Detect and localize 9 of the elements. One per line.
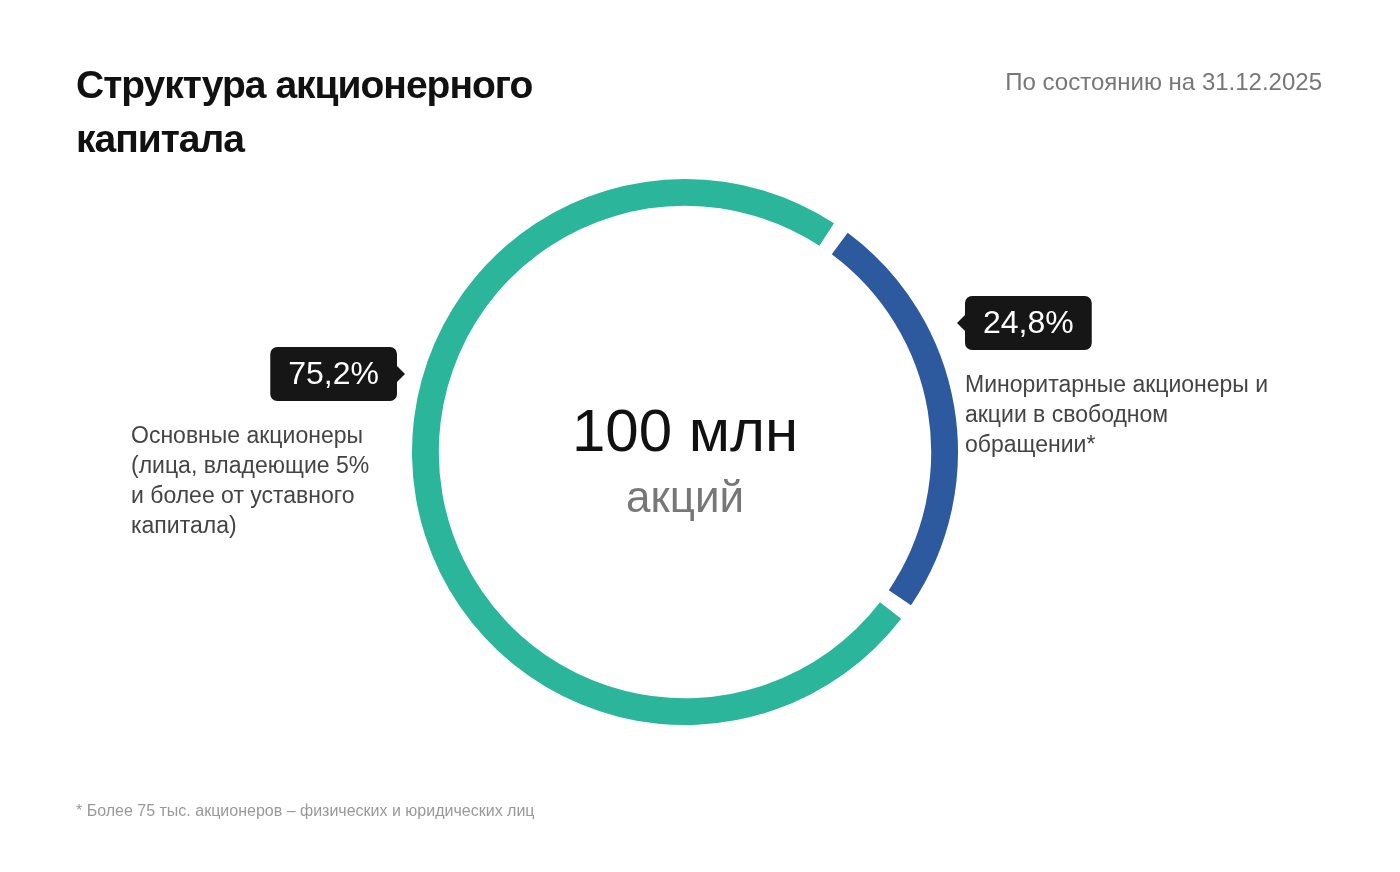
chart-title: Структура акционерного капитала: [76, 62, 534, 162]
data-label: 24,8%: [983, 303, 1074, 340]
text: 100 млн: [571, 396, 799, 464]
data-label: 75,2%: [288, 354, 379, 391]
text: акций: [625, 472, 745, 522]
slice-label: Основные акционеры (лица, владеющие 5% и более от уставного капитала): [131, 422, 370, 539]
text: * Более 75 тыс. акционеров – физических и юридических лиц: [76, 802, 535, 820]
chart-subtitle: По состоянию на 31.12.2025: [1005, 68, 1322, 96]
slice-label: Миноритарные акционеры и акции в свободном обращении*: [965, 371, 1269, 458]
